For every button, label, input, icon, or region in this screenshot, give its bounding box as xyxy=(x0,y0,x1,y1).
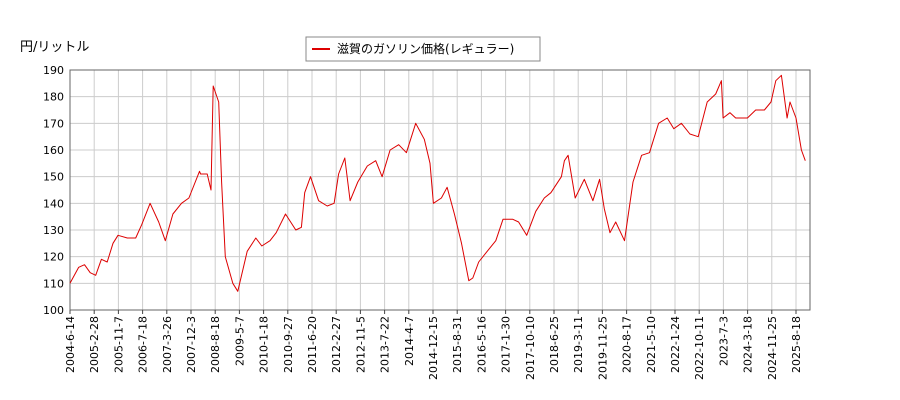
x-tick-label: 2021-5-10 xyxy=(645,316,658,373)
x-tick-label: 2007-3-26 xyxy=(161,316,174,373)
x-tick-label: 2019-11-25 xyxy=(596,316,609,380)
y-tick-label: 180 xyxy=(43,91,64,104)
y-tick-label: 160 xyxy=(43,144,64,157)
y-tick-label: 170 xyxy=(43,117,64,130)
x-tick-label: 2017-10-10 xyxy=(524,316,537,380)
legend-label: 滋賀のガソリン価格(レギュラー) xyxy=(337,41,514,56)
x-axis: 2004-6-14 2005-2-28 2005-11-7 2006-7-18 2007… xyxy=(64,310,803,380)
x-tick-label: 2018-6-25 xyxy=(548,316,561,373)
x-tick-label: 2011-6-20 xyxy=(306,316,319,373)
x-tick-label: 2007-12-3 xyxy=(185,316,198,373)
x-tick-label: 2010-9-27 xyxy=(282,316,295,373)
x-tick-label: 2012-11-5 xyxy=(354,316,367,373)
x-tick-label: 2024-11-25 xyxy=(766,316,779,380)
y-tick-label: 140 xyxy=(43,197,64,210)
y-axis: 100 110 120 130 140 150 160 170 180 190 xyxy=(43,64,64,317)
y-tick-label: 110 xyxy=(43,277,64,290)
legend: 滋賀のガソリン価格(レギュラー) xyxy=(305,36,541,62)
x-tick-label: 2009-5-7 xyxy=(233,316,246,366)
x-tick-label: 2012-2-27 xyxy=(330,316,343,373)
x-tick-label: 2020-8-17 xyxy=(621,316,634,373)
x-tick-label: 2014-4-7 xyxy=(403,316,416,366)
y-tick-label: 120 xyxy=(43,251,64,264)
series-line xyxy=(69,74,806,292)
x-tick-label: 2004-6-14 xyxy=(64,316,77,373)
x-tick-label: 2013-7-22 xyxy=(379,316,392,373)
x-tick-label: 2005-2-28 xyxy=(88,316,101,373)
x-tick-label: 2005-11-7 xyxy=(112,316,125,373)
y-tick-label: 130 xyxy=(43,224,64,237)
x-tick-label: 2022-10-11 xyxy=(693,316,706,380)
x-tick-label: 2017-1-30 xyxy=(500,316,513,373)
y-tick-label: 150 xyxy=(43,171,64,184)
x-tick-label: 2015-8-31 xyxy=(451,316,464,373)
y-axis-unit-label: 円/リットル xyxy=(20,40,89,55)
x-tick-label: 2019-3-11 xyxy=(572,316,585,373)
x-tick-label: 2010-1-18 xyxy=(258,316,271,373)
x-tick-label: 2006-7-18 xyxy=(137,316,150,373)
x-tick-label: 2008-8-18 xyxy=(209,316,222,373)
x-tick-label: 2024-3-18 xyxy=(742,316,755,373)
plot-frame xyxy=(69,69,811,311)
legend-box xyxy=(305,36,541,62)
x-tick-label: 2025-8-18 xyxy=(790,316,803,373)
x-tick-label: 2022-1-24 xyxy=(669,316,682,373)
x-tick-label: 2014-12-15 xyxy=(427,316,440,380)
x-tick-label: 2023-7-3 xyxy=(717,316,730,366)
y-tick-label: 190 xyxy=(43,64,64,77)
x-tick-label: 2016-5-16 xyxy=(475,316,488,373)
y-tick-label: 100 xyxy=(43,304,64,317)
